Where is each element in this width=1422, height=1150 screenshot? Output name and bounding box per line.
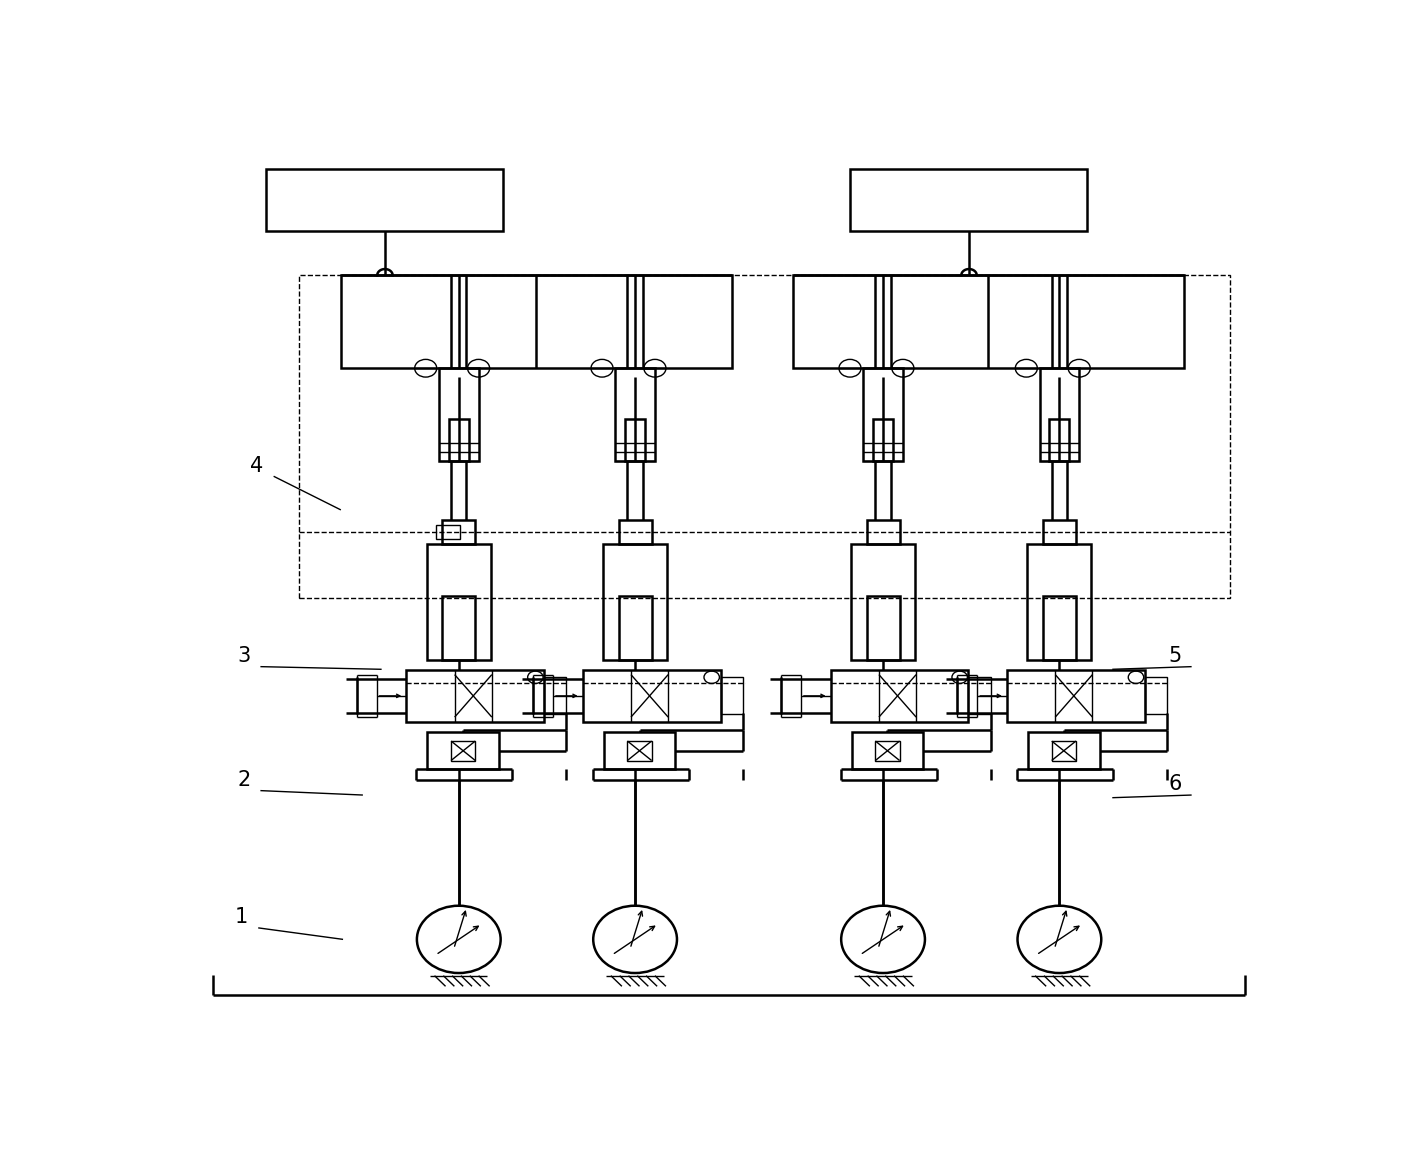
- Text: 3: 3: [237, 646, 250, 666]
- Text: 4: 4: [250, 455, 263, 476]
- Text: 5: 5: [1169, 646, 1182, 666]
- Text: 2: 2: [237, 770, 250, 790]
- Text: 6: 6: [1169, 774, 1182, 795]
- Text: 1: 1: [235, 907, 249, 927]
